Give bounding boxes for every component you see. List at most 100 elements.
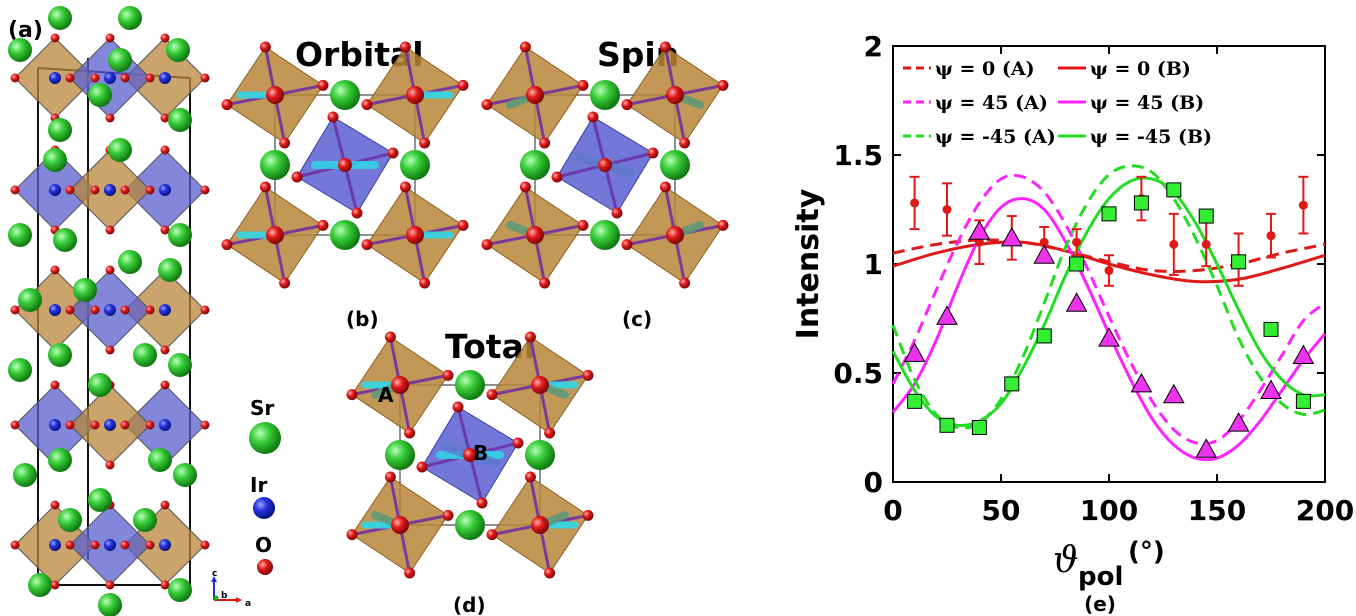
legend-entry: ψ = -45 (A)	[935, 126, 1056, 148]
atom-o	[145, 73, 155, 83]
atom-o	[327, 111, 339, 123]
data-point-triangle	[1292, 344, 1315, 365]
x-axis-subscript: pol	[1078, 562, 1123, 592]
atom-o	[476, 497, 488, 509]
atom-sr	[590, 220, 620, 250]
atom-o	[65, 305, 75, 315]
atom-sr	[43, 148, 67, 172]
atom-o	[160, 33, 170, 43]
atom-ir	[104, 72, 116, 84]
atom-o	[419, 277, 431, 289]
atom-o	[266, 226, 284, 244]
atom-sr	[108, 138, 132, 162]
atom-sr	[73, 278, 97, 302]
atom-sr	[455, 370, 485, 400]
x-axis-symbol: ϑ	[1053, 540, 1079, 581]
atom-o	[391, 376, 409, 394]
atom-o	[361, 239, 373, 251]
atom-o	[65, 185, 75, 195]
atom-o	[481, 99, 493, 111]
x-axis-label: ϑ pol (°)	[1053, 537, 1165, 592]
atom-ir	[49, 184, 61, 196]
data-point-triangle	[1227, 412, 1250, 432]
atom-o	[200, 185, 210, 195]
chart-panel-e: 0 50 100 150 200 0 0.5 1 1.5 2 ψ = 0 (A) ψ = 0 (B)…	[791, 30, 1354, 616]
atom-o	[351, 207, 363, 219]
atom-o	[717, 219, 729, 231]
data-point-square	[1036, 328, 1052, 344]
atom-o	[266, 86, 284, 104]
atom-sr	[385, 440, 415, 470]
atom-o	[659, 181, 671, 193]
atom-o	[524, 471, 536, 483]
atom-ir	[104, 184, 116, 196]
atom-sr	[133, 343, 157, 367]
atom-sr	[168, 353, 192, 377]
y-tick-label: 1.5	[833, 139, 883, 172]
atom-o	[524, 331, 536, 343]
atom-o	[463, 448, 477, 462]
atom-ir	[159, 72, 171, 84]
y-tick-label: 0	[864, 466, 883, 499]
atom-o	[279, 277, 291, 289]
atom-o	[486, 389, 498, 401]
panel-c-label: (c)	[622, 307, 652, 331]
atom-o	[442, 509, 454, 521]
atom-o	[346, 529, 358, 541]
atom-o	[145, 185, 155, 195]
atom-o	[717, 79, 729, 91]
atom-sr	[330, 220, 360, 250]
atom-o	[105, 265, 115, 275]
atom-o	[387, 147, 399, 159]
atom-o	[145, 420, 155, 430]
atom-o	[679, 137, 691, 149]
atom-o	[457, 79, 469, 91]
atom-ir	[104, 304, 116, 316]
data-point-triangle	[968, 220, 991, 240]
y-tick-label: 1	[864, 248, 883, 281]
data-point-red	[1169, 239, 1179, 249]
atom-sr	[58, 508, 82, 532]
atom-sr	[48, 343, 72, 367]
atom-o	[582, 509, 594, 521]
data-point-square	[1263, 321, 1279, 337]
legend-o-label: O	[255, 533, 272, 557]
axis-a-label: a	[245, 599, 251, 609]
data-point-triangle	[1065, 292, 1088, 312]
panel-c-cell	[481, 41, 729, 289]
data-point-red	[1039, 237, 1049, 247]
data-point-triangle	[1000, 226, 1023, 247]
atom-o	[50, 580, 60, 590]
data-point-triangle	[1130, 372, 1153, 393]
atom-sr	[108, 48, 132, 72]
atom-sr	[148, 448, 172, 472]
atom-o	[317, 219, 329, 231]
atom-o	[544, 427, 556, 439]
atom-o	[519, 41, 531, 53]
atom-o	[10, 540, 20, 550]
data-point-square	[1295, 393, 1311, 409]
data-point-red	[1104, 266, 1114, 276]
atom-sr	[173, 463, 197, 487]
data-point-triangle	[1260, 379, 1282, 399]
atom-sr	[166, 38, 190, 62]
atom-o	[406, 86, 424, 104]
atom-o	[598, 158, 612, 172]
atom-o	[519, 181, 531, 193]
atom-sr	[455, 510, 485, 540]
atom-sr	[48, 448, 72, 472]
legend-entry: ψ = 45 (A)	[935, 92, 1048, 114]
atom-o	[50, 380, 60, 390]
atom-legend: Sr Ir O	[249, 396, 281, 575]
x-tick-label: 200	[1296, 494, 1354, 527]
atom-sr	[520, 150, 550, 180]
data-point-square	[1198, 208, 1214, 224]
atom-sr	[98, 593, 122, 616]
atom-o	[200, 420, 210, 430]
atom-o	[90, 420, 100, 430]
axis-b-label: b	[221, 591, 228, 601]
atom-o	[10, 73, 20, 83]
data-point-square	[1004, 376, 1020, 392]
atom-o	[452, 401, 464, 413]
